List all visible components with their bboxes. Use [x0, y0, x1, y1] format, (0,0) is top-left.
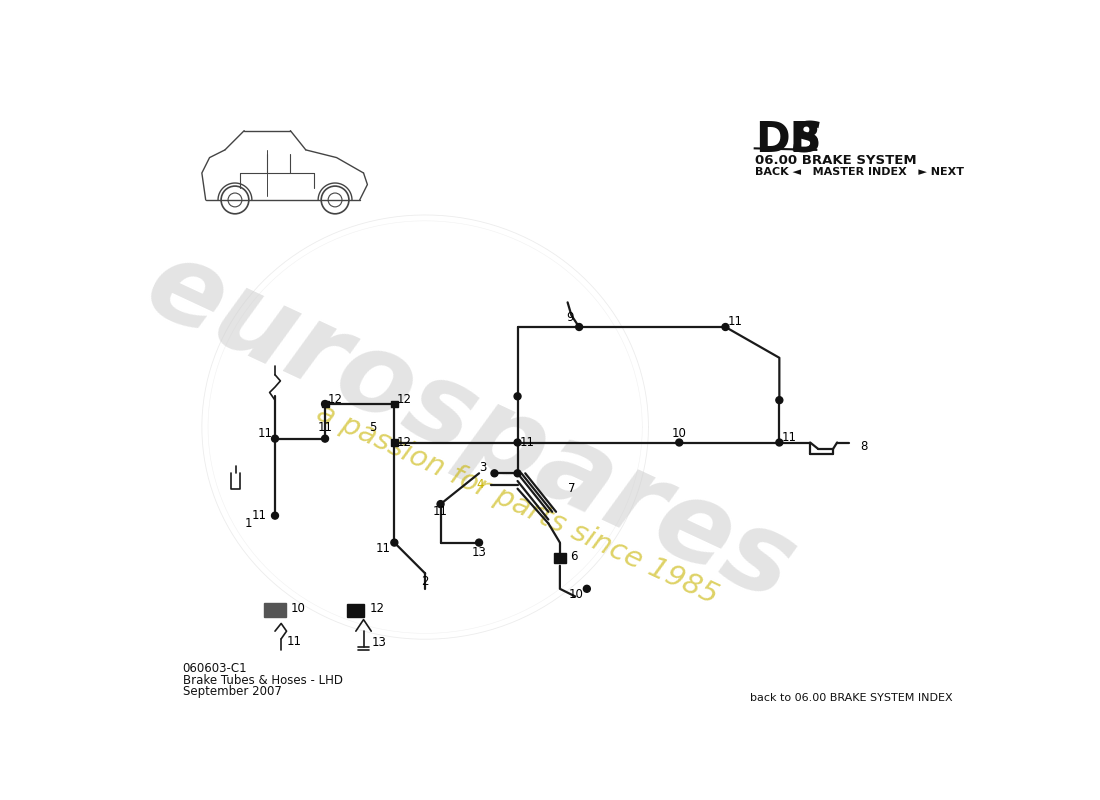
Circle shape [321, 435, 329, 442]
Circle shape [321, 401, 329, 407]
Text: 11: 11 [520, 436, 535, 449]
Text: 060603-C1: 060603-C1 [183, 662, 248, 675]
Bar [554, 554, 565, 562]
Text: 11: 11 [433, 506, 448, 518]
Circle shape [272, 435, 278, 442]
Circle shape [675, 439, 683, 446]
Circle shape [776, 397, 783, 404]
Text: a passion for parts since 1985: a passion for parts since 1985 [312, 398, 723, 610]
Text: 06.00 BRAKE SYSTEM: 06.00 BRAKE SYSTEM [755, 154, 916, 166]
Text: 4: 4 [476, 478, 484, 491]
Circle shape [390, 539, 398, 546]
Bar [321, 401, 329, 407]
Bar [390, 439, 398, 446]
Bar [348, 604, 364, 617]
Circle shape [437, 501, 444, 507]
Circle shape [491, 470, 498, 477]
Text: 12: 12 [397, 393, 411, 406]
Text: 3: 3 [480, 462, 486, 474]
Text: 10: 10 [290, 602, 306, 614]
Text: 2: 2 [421, 574, 429, 587]
Text: 11: 11 [252, 509, 267, 522]
Text: 12: 12 [370, 602, 385, 614]
Text: 12: 12 [328, 393, 342, 406]
Circle shape [475, 539, 483, 546]
Circle shape [776, 439, 783, 446]
Text: 10: 10 [569, 589, 583, 602]
Text: back to 06.00 BRAKE SYSTEM INDEX: back to 06.00 BRAKE SYSTEM INDEX [750, 693, 953, 702]
Circle shape [722, 323, 729, 330]
Text: 9: 9 [566, 311, 574, 324]
Text: 13: 13 [472, 546, 486, 559]
Text: September 2007: September 2007 [183, 685, 282, 698]
Text: eurospares: eurospares [131, 230, 812, 624]
Text: 11: 11 [257, 426, 273, 440]
Bar [390, 401, 398, 407]
Circle shape [583, 586, 591, 592]
Text: 8: 8 [860, 440, 868, 453]
Text: 11: 11 [287, 634, 301, 648]
Text: 13: 13 [372, 636, 386, 650]
Circle shape [514, 439, 521, 446]
Text: 5: 5 [370, 421, 376, 434]
Text: S: S [791, 119, 821, 161]
Text: 1: 1 [244, 517, 252, 530]
Text: 11: 11 [728, 315, 743, 328]
Text: 10: 10 [672, 426, 686, 440]
Text: 11: 11 [376, 542, 392, 555]
Bar [264, 603, 286, 618]
Text: 12: 12 [397, 436, 411, 449]
Text: DB: DB [755, 119, 821, 161]
Text: 6: 6 [570, 550, 578, 563]
Text: 11: 11 [318, 421, 332, 434]
Circle shape [514, 470, 521, 477]
Text: Brake Tubes & Hoses - LHD: Brake Tubes & Hoses - LHD [183, 674, 342, 686]
Circle shape [575, 323, 583, 330]
Text: 7: 7 [568, 482, 575, 495]
Text: 11: 11 [782, 430, 796, 444]
Circle shape [272, 512, 278, 519]
Circle shape [514, 393, 521, 400]
Text: BACK ◄   MASTER INDEX   ► NEXT: BACK ◄ MASTER INDEX ► NEXT [755, 167, 964, 177]
